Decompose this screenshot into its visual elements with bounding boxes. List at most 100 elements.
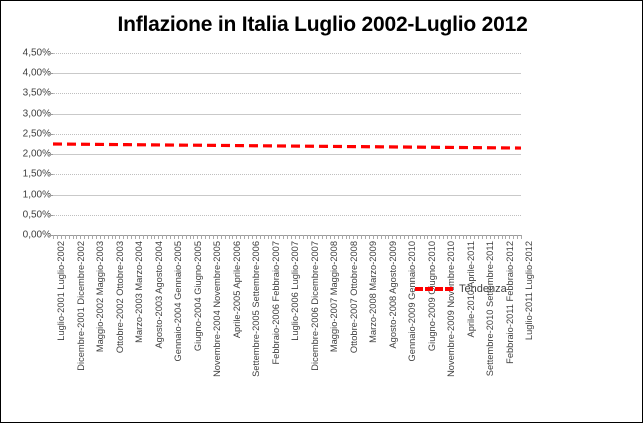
x-tick-mark [220,235,222,239]
x-tick-mark [138,235,140,239]
x-tick-mark [353,235,355,239]
x-tick-mark [376,235,378,239]
x-tick-mark [232,235,234,239]
x-tick-mark [392,235,394,239]
x-tick-mark [68,235,70,239]
x-axis-tick-labels: Luglio-2001 Luglio-2002 Dicembre-2001 Dic… [1,241,642,411]
x-tick-mark [84,235,86,239]
x-tick-mark [517,235,519,239]
x-tick-mark [146,235,148,239]
x-tick-mark [216,235,218,239]
x-tick-mark [88,235,90,239]
x-tick-mark [95,235,97,239]
y-tick-mark [49,133,53,135]
x-tick-mark [294,235,296,239]
x-tick-label: Marzo-2008 Marzo-2009 [368,241,378,343]
x-tick-label: Giugno-2009 Giugno-2010 [426,241,437,352]
x-tick-mark [400,235,402,239]
x-tick-mark [454,235,456,239]
x-tick-label: Febbraio-2011 Febbraio-2012 [504,241,515,364]
x-tick-mark [119,235,121,239]
x-tick-mark [244,235,246,239]
chart-legend: Tendenza [415,283,507,295]
x-tick-mark [205,235,207,239]
x-tick-mark [123,235,125,239]
y-tick-label: 0,00% [22,229,51,241]
x-tick-mark [236,235,238,239]
y-tick-label: 2,00% [22,148,51,160]
x-tick-mark [209,235,210,239]
x-tick-mark [497,235,499,239]
x-axis-label-region: Luglio-2001 Luglio-2002 Dicembre-2001 Dic… [1,239,642,411]
x-tick-mark [505,235,507,239]
y-tick-label: 0,50% [22,209,51,221]
x-tick-mark [396,235,398,239]
x-tick-mark [248,235,249,239]
x-tick-mark [439,235,441,239]
x-tick-label: Giugno-2004 Giugno-2005 [192,241,203,352]
x-tick-mark [181,235,183,239]
x-tick-label: Dicembre-2001 Dicembre-2002 [75,241,86,371]
x-tick-mark [349,235,351,239]
x-tick-mark [306,235,308,239]
gridline [53,113,521,115]
x-tick-label: Dicembre-2006 Dicembre-2007 [309,241,320,371]
x-tick-mark [427,235,429,239]
x-tick-label: Aprile-2005 Aprile-2006 [231,241,242,339]
y-tick-mark [49,214,53,216]
y-tick-mark [49,53,53,54]
legend-swatch-tendenza [415,287,453,291]
chart-title: Inflazione in Italia Luglio 2002-Luglio … [117,13,528,36]
x-tick-mark [76,235,78,239]
x-tick-label: Maggio-2002 Maggio-2003 [95,241,105,353]
x-tick-mark [302,235,304,239]
x-tick-mark [189,235,191,239]
x-tick-mark [56,235,58,239]
x-tick-mark [212,235,214,239]
x-tick-mark [197,235,199,239]
gridline [53,73,521,75]
x-tick-mark [458,235,460,239]
x-tick-mark [415,235,417,239]
x-tick-mark [446,235,448,239]
gridline [53,174,521,176]
x-tick-label: Ottobre-2002 Ottobre-2003 [114,241,125,354]
x-tick-label: Gennaio-2004 Gennaio-2005 [173,241,183,362]
gridline [53,194,521,196]
x-tick-mark [170,235,171,239]
x-tick-mark [380,235,382,239]
x-tick-mark [99,235,101,239]
x-tick-mark [201,235,203,239]
x-tick-mark [259,235,261,239]
y-tick-mark [49,194,53,196]
x-tick-label: Luglio-2011 Luglio-2012 [524,241,534,341]
x-tick-mark [466,235,468,239]
x-tick-mark [72,235,74,239]
x-tick-label: Settembre-2010 Settembre-2011 [485,241,495,377]
x-tick-mark [482,235,483,239]
x-tick-mark [489,235,491,239]
x-tick-mark [361,235,363,239]
x-tick-mark [322,235,324,239]
y-tick-label: 3,00% [22,108,51,120]
x-tick-mark [341,235,343,239]
y-tick-mark [49,235,53,236]
x-tick-mark [298,235,300,239]
x-tick-mark [365,235,366,239]
x-tick-mark [263,235,265,239]
gridline [53,214,521,216]
x-tick-mark [251,235,253,239]
x-tick-mark [60,235,62,239]
x-tick-mark [501,235,503,239]
x-tick-mark [493,235,495,239]
x-tick-label: Luglio-2001 Luglio-2002 [56,241,66,341]
x-tick-mark [462,235,464,239]
x-tick-label: Maggio-2007 Maggio-2008 [329,241,339,353]
x-tick-label: Agosto-2008 Agosto-2009 [387,241,398,349]
x-tick-mark [450,235,452,239]
x-tick-mark [255,235,257,239]
x-tick-mark [162,235,164,239]
x-tick-label: Settembre-2005 Settembre-2006 [251,241,261,377]
x-tick-mark [267,235,269,239]
